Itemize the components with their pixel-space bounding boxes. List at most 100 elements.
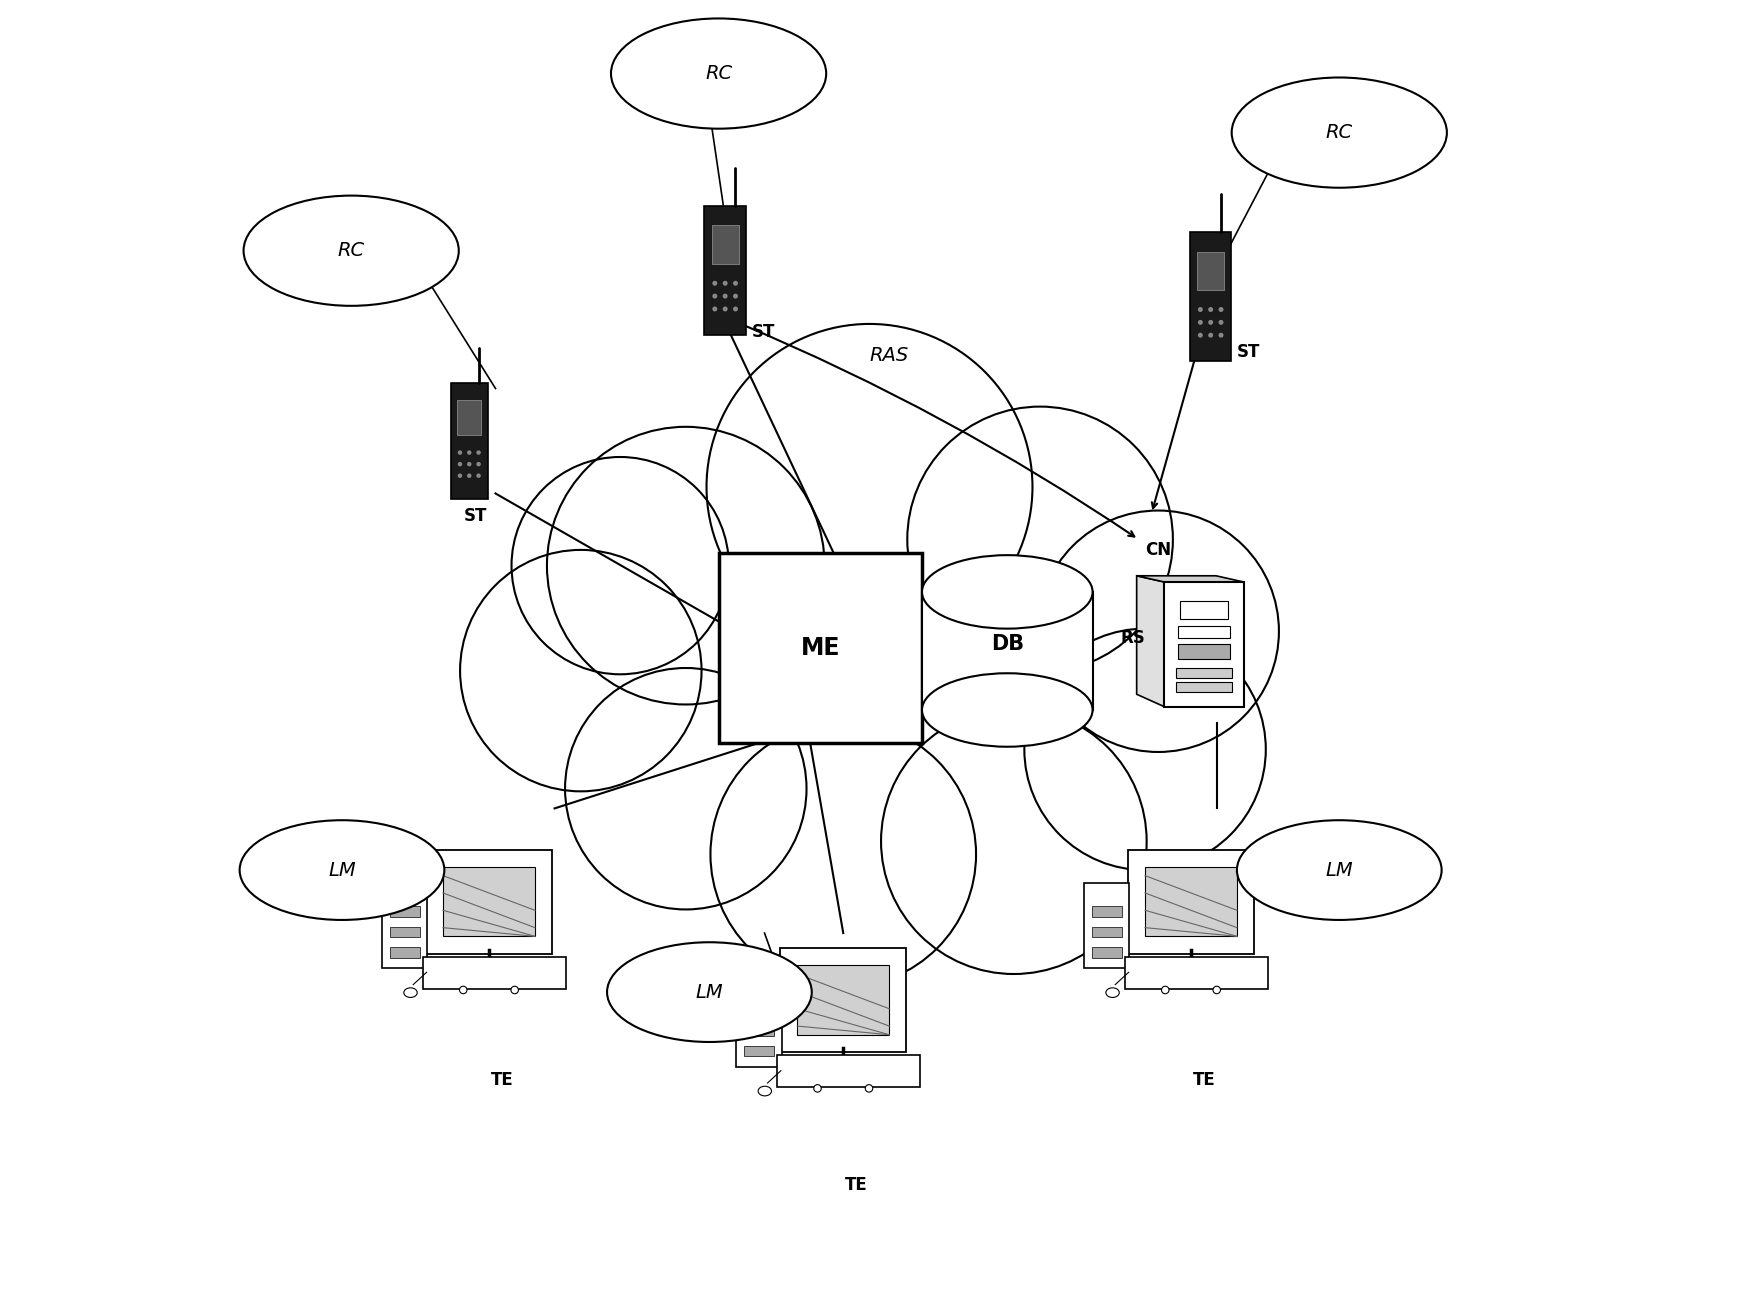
Text: ME: ME (800, 635, 840, 660)
Circle shape (461, 550, 701, 792)
Ellipse shape (403, 988, 417, 998)
Circle shape (476, 462, 480, 467)
Text: RS: RS (1120, 629, 1144, 647)
Bar (457, 401, 482, 435)
Text: TE: TE (845, 1176, 868, 1194)
Circle shape (734, 293, 737, 299)
Text: DB: DB (991, 634, 1024, 655)
Text: ST: ST (1236, 343, 1261, 360)
Bar (1196, 251, 1224, 291)
Circle shape (866, 1085, 873, 1093)
Text: RAS: RAS (870, 346, 909, 366)
Ellipse shape (922, 555, 1092, 629)
Circle shape (711, 722, 976, 988)
Circle shape (565, 668, 807, 910)
Text: TE: TE (1193, 1070, 1216, 1089)
Circle shape (511, 458, 729, 675)
FancyBboxPatch shape (781, 948, 906, 1052)
Bar (1179, 626, 1229, 638)
Circle shape (468, 450, 471, 455)
Circle shape (1038, 510, 1278, 752)
Bar (390, 947, 419, 957)
Ellipse shape (610, 18, 826, 129)
Circle shape (1162, 986, 1169, 994)
Ellipse shape (1236, 821, 1442, 920)
Circle shape (1209, 333, 1214, 338)
Text: LM: LM (329, 860, 356, 880)
Bar (1165, 583, 1243, 706)
Text: RC: RC (1325, 124, 1353, 142)
Circle shape (548, 427, 824, 705)
Text: ST: ST (751, 323, 776, 341)
Bar (718, 552, 922, 743)
Circle shape (723, 281, 727, 285)
Bar (443, 867, 536, 936)
Bar (1092, 906, 1122, 917)
Circle shape (1209, 306, 1214, 312)
Bar (711, 225, 739, 264)
Ellipse shape (607, 943, 812, 1041)
Bar (390, 927, 419, 938)
Bar (1176, 668, 1231, 679)
Ellipse shape (922, 673, 1092, 747)
Ellipse shape (758, 1086, 772, 1095)
Text: LM: LM (696, 982, 723, 1002)
Circle shape (1219, 306, 1224, 312)
FancyBboxPatch shape (1083, 882, 1129, 968)
Circle shape (723, 306, 727, 312)
Circle shape (734, 281, 737, 285)
Circle shape (1209, 320, 1214, 325)
Bar (922, 592, 1092, 710)
Circle shape (511, 986, 518, 994)
Circle shape (814, 1085, 821, 1093)
Bar (1092, 927, 1122, 938)
Circle shape (468, 462, 471, 467)
Bar (744, 1005, 774, 1015)
Circle shape (706, 323, 1033, 650)
FancyBboxPatch shape (1129, 849, 1254, 953)
Circle shape (457, 450, 463, 455)
FancyBboxPatch shape (736, 981, 781, 1066)
Ellipse shape (240, 821, 445, 920)
Circle shape (723, 293, 727, 299)
Polygon shape (1137, 576, 1165, 706)
FancyBboxPatch shape (1125, 956, 1268, 989)
FancyBboxPatch shape (383, 882, 428, 968)
FancyBboxPatch shape (423, 956, 565, 989)
Bar (744, 1045, 774, 1056)
Text: LM: LM (1325, 860, 1353, 880)
Bar (1144, 867, 1236, 936)
FancyBboxPatch shape (426, 849, 551, 953)
Ellipse shape (1231, 78, 1447, 188)
Circle shape (459, 986, 468, 994)
FancyBboxPatch shape (777, 1055, 920, 1088)
Bar (450, 383, 489, 498)
Text: TE: TE (490, 1070, 513, 1089)
Circle shape (734, 306, 737, 312)
Ellipse shape (243, 196, 459, 306)
Circle shape (476, 473, 480, 477)
Text: CN: CN (1144, 540, 1172, 559)
Text: RC: RC (337, 241, 365, 260)
Circle shape (908, 406, 1172, 672)
Circle shape (457, 462, 463, 467)
Polygon shape (1137, 576, 1243, 583)
Circle shape (1214, 986, 1221, 994)
Text: ST: ST (464, 506, 487, 525)
Bar (704, 206, 746, 335)
Circle shape (1219, 333, 1224, 338)
Circle shape (713, 293, 716, 299)
Circle shape (468, 473, 471, 477)
Circle shape (882, 709, 1146, 974)
Circle shape (1198, 320, 1203, 325)
Circle shape (476, 450, 480, 455)
Circle shape (457, 473, 463, 477)
Text: RC: RC (704, 64, 732, 83)
Circle shape (713, 306, 716, 312)
Bar (744, 1026, 774, 1036)
Bar (1176, 681, 1231, 692)
Circle shape (713, 281, 716, 285)
Circle shape (1198, 333, 1203, 338)
Circle shape (1219, 320, 1224, 325)
Bar (1181, 601, 1228, 619)
